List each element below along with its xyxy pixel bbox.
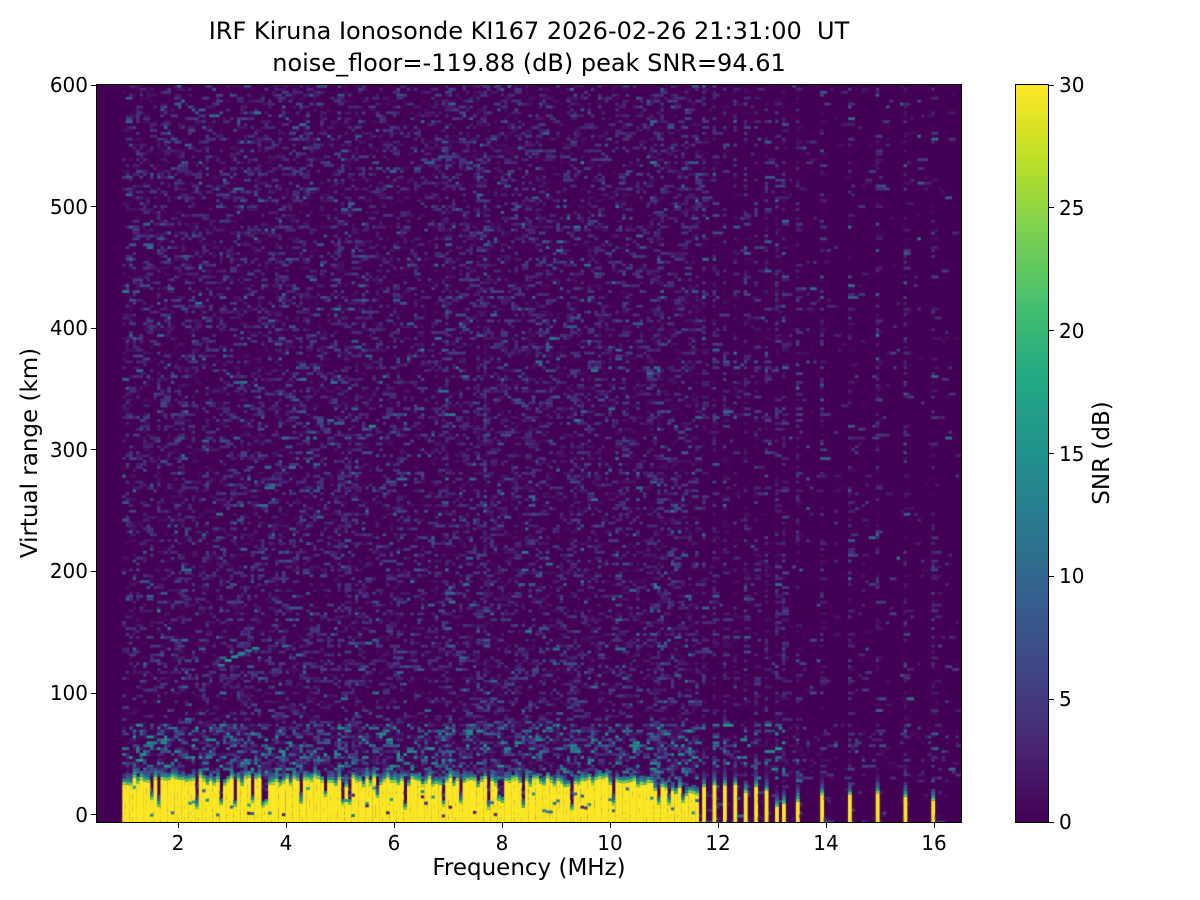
colorbar-tick-mark	[1049, 575, 1054, 577]
x-tick-label: 16	[921, 831, 947, 855]
x-tick-label: 6	[387, 831, 401, 855]
colorbar-tick-mark	[1049, 207, 1054, 209]
colorbar-tick-label: 5	[1059, 687, 1072, 712]
colorbar-tick-label: 30	[1059, 73, 1085, 97]
colorbar-tick-label: 25	[1059, 195, 1085, 220]
colorbar-tick-label: 20	[1059, 318, 1085, 343]
x-tick-mark	[177, 823, 179, 828]
chart-title: IRF Kiruna Ionosonde KI167 2026-02-26 21…	[208, 17, 850, 45]
x-tick-label: 10	[597, 831, 623, 855]
ionogram-heatmap-canvas	[97, 85, 961, 822]
y-axis-label: Virtual range (km)	[17, 347, 43, 559]
x-tick-label: 8	[495, 831, 509, 855]
colorbar-tick-label: 15	[1059, 441, 1085, 466]
y-tick-mark	[91, 327, 96, 329]
y-tick-mark	[91, 84, 96, 86]
y-tick-label: 200	[49, 559, 88, 584]
colorbar-tick-mark	[1049, 453, 1054, 454]
y-tick-label: 600	[49, 73, 88, 97]
colorbar	[1015, 84, 1049, 823]
y-tick-label: 300	[49, 437, 88, 462]
colorbar-label: SNR (dB)	[1089, 401, 1115, 505]
y-tick-mark	[91, 814, 96, 816]
x-axis-label: Frequency (MHz)	[432, 855, 626, 881]
colorbar-tick-mark	[1049, 84, 1054, 86]
x-tick-label: 2	[171, 831, 185, 855]
x-tick-label: 14	[813, 831, 839, 855]
y-tick-label: 500	[49, 194, 88, 219]
x-tick-mark	[609, 823, 611, 828]
y-tick-label: 100	[49, 681, 88, 706]
y-tick-mark	[91, 206, 96, 208]
colorbar-tick-label: 0	[1059, 810, 1072, 834]
x-tick-label: 4	[279, 831, 293, 855]
y-tick-mark	[91, 449, 96, 451]
colorbar-tick-mark	[1049, 821, 1054, 823]
x-tick-label: 12	[705, 831, 731, 855]
x-tick-mark	[933, 823, 935, 828]
colorbar-tick-mark	[1049, 698, 1054, 700]
colorbar-tick-mark	[1049, 330, 1054, 332]
x-tick-mark	[501, 823, 503, 828]
y-tick-label: 400	[49, 316, 88, 341]
y-tick-mark	[91, 570, 96, 572]
chart-subtitle: noise_floor=-119.88 (dB) peak SNR=94.61	[272, 49, 786, 77]
x-tick-mark	[717, 823, 719, 828]
y-tick-mark	[91, 692, 96, 694]
colorbar-tick-label: 10	[1059, 564, 1085, 589]
y-tick-label: 0	[75, 802, 88, 827]
x-tick-mark	[825, 823, 827, 828]
x-tick-mark	[285, 823, 287, 828]
x-tick-mark	[393, 823, 395, 828]
